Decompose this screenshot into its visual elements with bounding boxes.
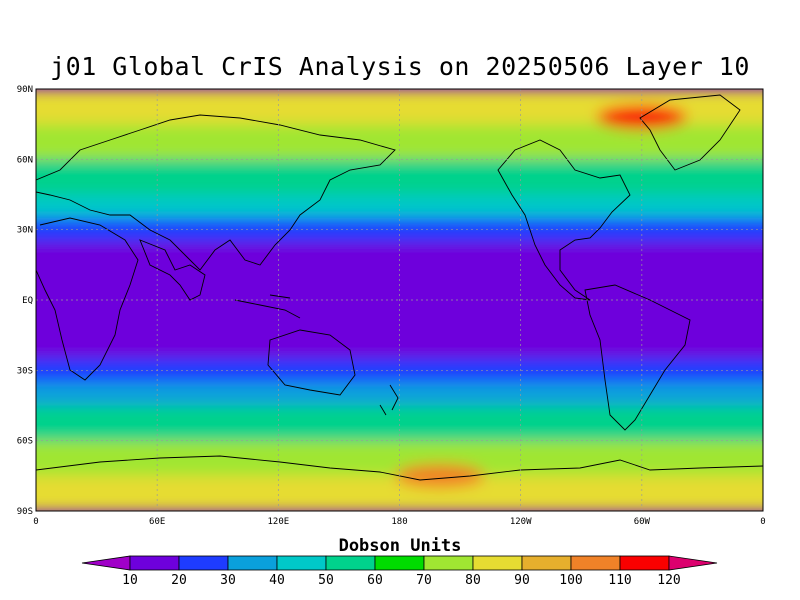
- colorbar-title: Dobson Units: [338, 536, 462, 556]
- colorbar-swatch: [374, 555, 425, 571]
- lon-label: 0: [33, 517, 38, 527]
- colorbar-tick-label: 120: [657, 573, 680, 588]
- colorbar-tick-label: 70: [416, 573, 432, 588]
- colorbar-tick-label: 50: [318, 573, 334, 588]
- lon-label: 60W: [634, 517, 651, 527]
- colorbar-swatch: [325, 555, 376, 571]
- colorbar-swatch: [178, 555, 229, 571]
- colorbar-tick-label: 100: [559, 573, 582, 588]
- colorbar-swatch: [227, 555, 278, 571]
- map-frame: [35, 88, 764, 512]
- colorbar-tick-label: 110: [608, 573, 631, 588]
- colorbar-swatch: [129, 555, 180, 571]
- lat-label: 60N: [17, 155, 33, 165]
- colorbar-swatch: [81, 555, 131, 571]
- colorbar-tick-label: 60: [367, 573, 383, 588]
- lon-label: 120E: [267, 517, 289, 527]
- colorbar-swatch: [570, 555, 621, 571]
- colorbar-swatch: [668, 555, 718, 571]
- lon-label: 0: [760, 517, 765, 527]
- lon-label: 120W: [510, 517, 532, 527]
- colorbar-tick-label: 80: [465, 573, 481, 588]
- field-feature: [324, 276, 415, 301]
- lat-label: 60S: [17, 437, 33, 447]
- colorbar-tick-label: 20: [171, 573, 187, 588]
- lat-label: 90S: [17, 507, 33, 517]
- colorbar-tick-label: 90: [514, 573, 530, 588]
- longitude-labels: 0 60E 120E 180 120W 60W 0: [33, 517, 765, 527]
- coastlines: [36, 94, 763, 481]
- field-feature: [394, 463, 485, 488]
- lat-label: EQ: [22, 296, 33, 306]
- colorbar-tick-label: 40: [269, 573, 285, 588]
- colorbar-swatch: [276, 555, 327, 571]
- lat-label: 30S: [17, 366, 33, 376]
- lon-label: 180: [391, 517, 407, 527]
- field-band: [36, 475, 763, 511]
- colorbar: 10 20 30 40 50 60 70 80 90 100 110 120: [81, 555, 718, 588]
- colorbar-swatch: [423, 555, 474, 571]
- lat-label: 30N: [17, 226, 33, 236]
- lat-label: 90N: [17, 85, 33, 95]
- lon-label: 60E: [149, 517, 165, 527]
- map-title: j01 Global CrIS Analysis on 20250506 Lay…: [50, 52, 750, 81]
- colorbar-tick-label: 30: [220, 573, 236, 588]
- colorbar-swatch: [521, 555, 572, 571]
- latitude-labels: 90N 60N 30N EQ 30S 60S 90S: [17, 85, 33, 517]
- colorbar-swatch: [619, 555, 670, 571]
- colorbar-tick-label: 10: [122, 573, 138, 588]
- grid-lines: [36, 89, 763, 511]
- colorbar-swatch: [472, 555, 523, 571]
